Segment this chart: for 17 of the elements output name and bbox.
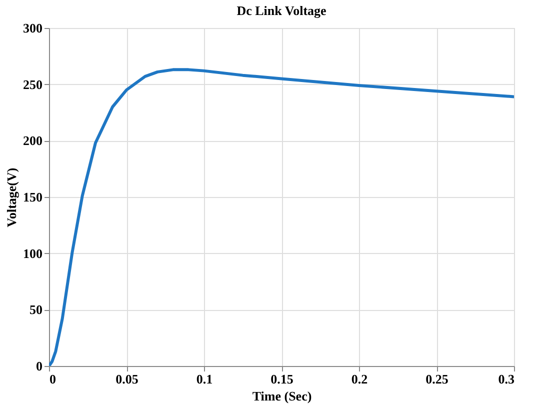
x-tick-label: 0.1: [196, 372, 213, 386]
y-tick-label: 200: [23, 133, 42, 148]
x-tick-label: 0.25: [426, 372, 449, 386]
x-tick-label: 0.2: [351, 372, 368, 386]
chart-title: Dc Link Voltage: [236, 3, 327, 18]
x-tick-label: 0: [50, 372, 56, 386]
y-tick-label: 250: [23, 76, 42, 92]
y-axis-title: Voltage(V): [4, 168, 19, 228]
y-tick-label: 150: [23, 190, 42, 204]
x-axis-title: Time (Sec): [252, 388, 312, 404]
x-tick-label: 0.3: [498, 372, 515, 386]
y-tick-label: 300: [23, 20, 42, 36]
x-tick-label: 0.05: [116, 372, 139, 386]
x-tick-label: 0.15: [270, 372, 294, 386]
y-tick-label: 50: [30, 302, 42, 318]
y-tick-label: 0: [36, 358, 42, 374]
y-tick-label: 100: [23, 246, 42, 261]
